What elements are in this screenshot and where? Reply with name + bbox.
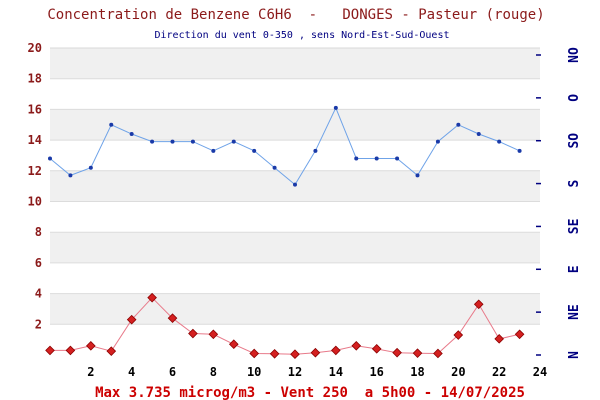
data-point [48, 156, 52, 161]
data-point [249, 348, 260, 359]
data-point [293, 182, 297, 187]
data-point [392, 347, 402, 358]
y-tick-label: 10 [28, 195, 42, 209]
data-point [497, 139, 502, 144]
data-point [106, 346, 117, 356]
wind-direction-axis: N NE E SE S SO O NO [536, 47, 582, 359]
y-axis-ticks: 2 4 6 8 10 12 14 16 18 20 [28, 41, 42, 331]
y-tick-label: 18 [28, 72, 42, 86]
data-point [68, 173, 73, 178]
data-point [170, 139, 175, 144]
data-point [371, 344, 382, 354]
wind-direction-label: E [567, 265, 582, 273]
data-point [129, 131, 134, 136]
data-point [45, 345, 55, 356]
chart-subtitle: Direction du vent 0-350 , sens Nord-Est-… [154, 30, 449, 41]
grid-band [50, 48, 540, 79]
y-tick-label: 2 [35, 317, 42, 331]
chart-title: Concentration de Benzene C6H6 - DONGES -… [47, 7, 544, 23]
data-point [456, 122, 461, 127]
wind-direction-label: NE [567, 304, 582, 320]
data-point [272, 165, 277, 170]
x-tick-label: 18 [410, 365, 424, 379]
y-tick-label: 8 [35, 225, 42, 239]
data-point [290, 349, 300, 360]
data-point [514, 329, 525, 340]
x-tick-label: 6 [169, 365, 176, 379]
x-tick-label: 10 [247, 365, 261, 379]
data-point [147, 292, 157, 303]
y-tick-label: 4 [35, 287, 42, 301]
data-point [208, 329, 219, 340]
y-tick-label: 6 [35, 256, 42, 270]
data-point [494, 334, 504, 344]
data-point [167, 313, 178, 323]
data-point [473, 299, 484, 310]
chart-footer: Max 3.735 microg/m3 - Vent 250 a 5h00 - … [95, 385, 525, 400]
data-point [252, 148, 257, 153]
data-point [354, 156, 359, 161]
x-tick-label: 12 [288, 365, 302, 379]
data-point [86, 341, 96, 351]
data-point [231, 139, 236, 144]
data-point [415, 173, 420, 178]
wind-direction-label: S [567, 180, 582, 188]
x-tick-label: 20 [451, 365, 465, 379]
y-tick-label: 14 [28, 133, 42, 147]
wind-direction-label: NO [567, 47, 582, 63]
data-point [331, 345, 341, 356]
x-tick-label: 16 [369, 365, 383, 379]
data-point [150, 139, 155, 144]
y-tick-label: 12 [28, 164, 42, 178]
grid-band [50, 109, 540, 141]
wind-direction-label: SO [567, 133, 582, 149]
data-point [374, 156, 379, 161]
series-lines [49, 106, 520, 355]
data-point [453, 330, 464, 340]
data-point [228, 339, 239, 350]
data-point [126, 314, 137, 325]
data-point [109, 122, 114, 127]
data-point [65, 345, 76, 356]
data-point [188, 328, 198, 339]
series-points [45, 105, 525, 360]
series-line [49, 106, 520, 186]
data-point [310, 347, 321, 358]
data-point [88, 165, 93, 170]
data-point [517, 148, 522, 153]
x-tick-label: 2 [87, 365, 94, 379]
y-tick-label: 16 [28, 102, 42, 116]
data-point [269, 348, 280, 359]
series-line [50, 296, 520, 355]
data-point [476, 131, 481, 136]
x-axis-ticks: 2 4 6 8 10 12 14 16 18 20 22 24 [87, 365, 547, 379]
grid-band [50, 232, 540, 263]
x-tick-label: 22 [492, 365, 506, 379]
data-point [190, 139, 195, 144]
data-point [395, 156, 400, 161]
data-point [435, 139, 440, 144]
data-point [211, 148, 216, 153]
x-tick-label: 8 [210, 365, 217, 379]
grid-bands [50, 48, 540, 325]
x-tick-label: 4 [128, 365, 135, 379]
data-point [351, 340, 362, 351]
data-point [433, 348, 443, 359]
y-tick-label: 20 [28, 41, 42, 55]
x-tick-label: 24 [533, 365, 547, 379]
data-point [333, 105, 338, 110]
data-point [412, 348, 423, 358]
grid-band [50, 293, 540, 325]
wind-direction-label: N [567, 351, 582, 359]
data-point [313, 148, 318, 153]
wind-direction-label: SE [567, 219, 582, 235]
wind-direction-label: O [567, 94, 582, 102]
x-tick-label: 14 [329, 365, 343, 379]
